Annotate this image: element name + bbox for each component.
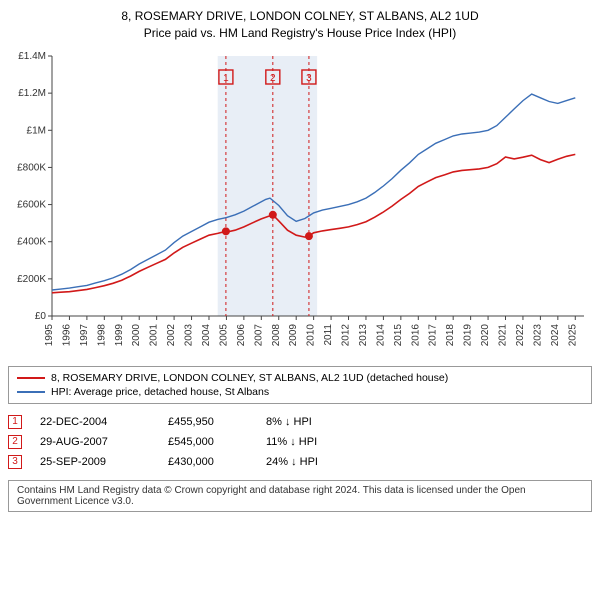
svg-text:1999: 1999 xyxy=(114,323,125,346)
svg-text:2001: 2001 xyxy=(149,323,160,346)
svg-text:2021: 2021 xyxy=(498,323,509,346)
svg-text:2: 2 xyxy=(270,73,276,84)
title-line2: Price paid vs. HM Land Registry's House … xyxy=(8,25,592,42)
svg-text:2003: 2003 xyxy=(184,323,195,346)
event-delta: 24% ↓ HPI xyxy=(266,456,318,468)
svg-text:2008: 2008 xyxy=(271,323,282,346)
svg-text:2006: 2006 xyxy=(236,323,247,346)
svg-text:£800K: £800K xyxy=(17,162,46,173)
svg-text:2020: 2020 xyxy=(480,323,491,346)
event-price: £430,000 xyxy=(168,456,248,468)
svg-text:2005: 2005 xyxy=(218,323,229,346)
svg-text:2002: 2002 xyxy=(166,323,177,346)
svg-text:£0: £0 xyxy=(35,311,47,322)
svg-text:2018: 2018 xyxy=(445,323,456,346)
svg-text:2011: 2011 xyxy=(323,323,334,345)
svg-text:1: 1 xyxy=(223,73,229,84)
event-marker: 1 xyxy=(8,415,22,429)
event-row: 3 25-SEP-2009 £430,000 24% ↓ HPI xyxy=(8,452,592,472)
event-row: 2 29-AUG-2007 £545,000 11% ↓ HPI xyxy=(8,432,592,452)
legend-row: 8, ROSEMARY DRIVE, LONDON COLNEY, ST ALB… xyxy=(17,371,583,385)
svg-text:2025: 2025 xyxy=(567,323,578,346)
svg-text:2015: 2015 xyxy=(393,323,404,346)
sale-events: 1 22-DEC-2004 £455,950 8% ↓ HPI 2 29-AUG-2007… xyxy=(8,412,592,472)
legend-label: 8, ROSEMARY DRIVE, LONDON COLNEY, ST ALB… xyxy=(51,372,448,384)
event-price: £455,950 xyxy=(168,416,248,428)
event-date: 29-AUG-2007 xyxy=(40,436,150,448)
svg-text:2013: 2013 xyxy=(358,323,369,346)
title-line1: 8, ROSEMARY DRIVE, LONDON COLNEY, ST ALB… xyxy=(8,8,592,25)
event-price: £545,000 xyxy=(168,436,248,448)
svg-text:£1.2M: £1.2M xyxy=(18,88,46,99)
event-row: 1 22-DEC-2004 £455,950 8% ↓ HPI xyxy=(8,412,592,432)
svg-text:1995: 1995 xyxy=(44,323,55,346)
legend-swatch xyxy=(17,377,45,379)
event-marker: 3 xyxy=(8,455,22,469)
event-marker: 2 xyxy=(8,435,22,449)
svg-text:2023: 2023 xyxy=(532,323,543,346)
svg-text:1996: 1996 xyxy=(61,323,72,346)
svg-text:2007: 2007 xyxy=(253,323,264,346)
svg-text:2000: 2000 xyxy=(131,323,142,346)
svg-text:2019: 2019 xyxy=(463,323,474,346)
svg-text:2009: 2009 xyxy=(288,323,299,346)
legend-swatch xyxy=(17,391,45,393)
svg-text:2012: 2012 xyxy=(341,323,352,346)
svg-text:£600K: £600K xyxy=(17,199,46,210)
event-delta: 8% ↓ HPI xyxy=(266,416,312,428)
svg-text:2024: 2024 xyxy=(550,323,561,346)
legend: 8, ROSEMARY DRIVE, LONDON COLNEY, ST ALB… xyxy=(8,366,592,404)
svg-text:£400K: £400K xyxy=(17,236,46,247)
legend-row: HPI: Average price, detached house, St A… xyxy=(17,385,583,399)
svg-text:2016: 2016 xyxy=(410,323,421,346)
price-chart: £0 £200K £400K £600K £800K £1M £1.2M £1.4M 1995 1… xyxy=(8,48,592,358)
svg-text:1997: 1997 xyxy=(79,323,90,346)
svg-text:2022: 2022 xyxy=(515,323,526,346)
event-delta: 11% ↓ HPI xyxy=(266,436,317,448)
credit-text: Contains HM Land Registry data © Crown c… xyxy=(8,480,592,512)
event-date: 25-SEP-2009 xyxy=(40,456,150,468)
svg-text:£1.4M: £1.4M xyxy=(18,51,46,62)
svg-text:2017: 2017 xyxy=(428,323,439,346)
svg-text:£200K: £200K xyxy=(17,273,46,284)
svg-text:1998: 1998 xyxy=(96,323,107,346)
chart-container: £0 £200K £400K £600K £800K £1M £1.2M £1.4M 1995 1… xyxy=(8,48,592,358)
svg-text:2004: 2004 xyxy=(201,323,212,346)
svg-text:2010: 2010 xyxy=(306,323,317,346)
legend-label: HPI: Average price, detached house, St A… xyxy=(51,386,269,398)
svg-text:3: 3 xyxy=(306,73,312,84)
svg-text:£1M: £1M xyxy=(27,125,46,136)
event-date: 22-DEC-2004 xyxy=(40,416,150,428)
svg-text:2014: 2014 xyxy=(375,323,386,346)
chart-title-block: 8, ROSEMARY DRIVE, LONDON COLNEY, ST ALB… xyxy=(8,8,592,42)
